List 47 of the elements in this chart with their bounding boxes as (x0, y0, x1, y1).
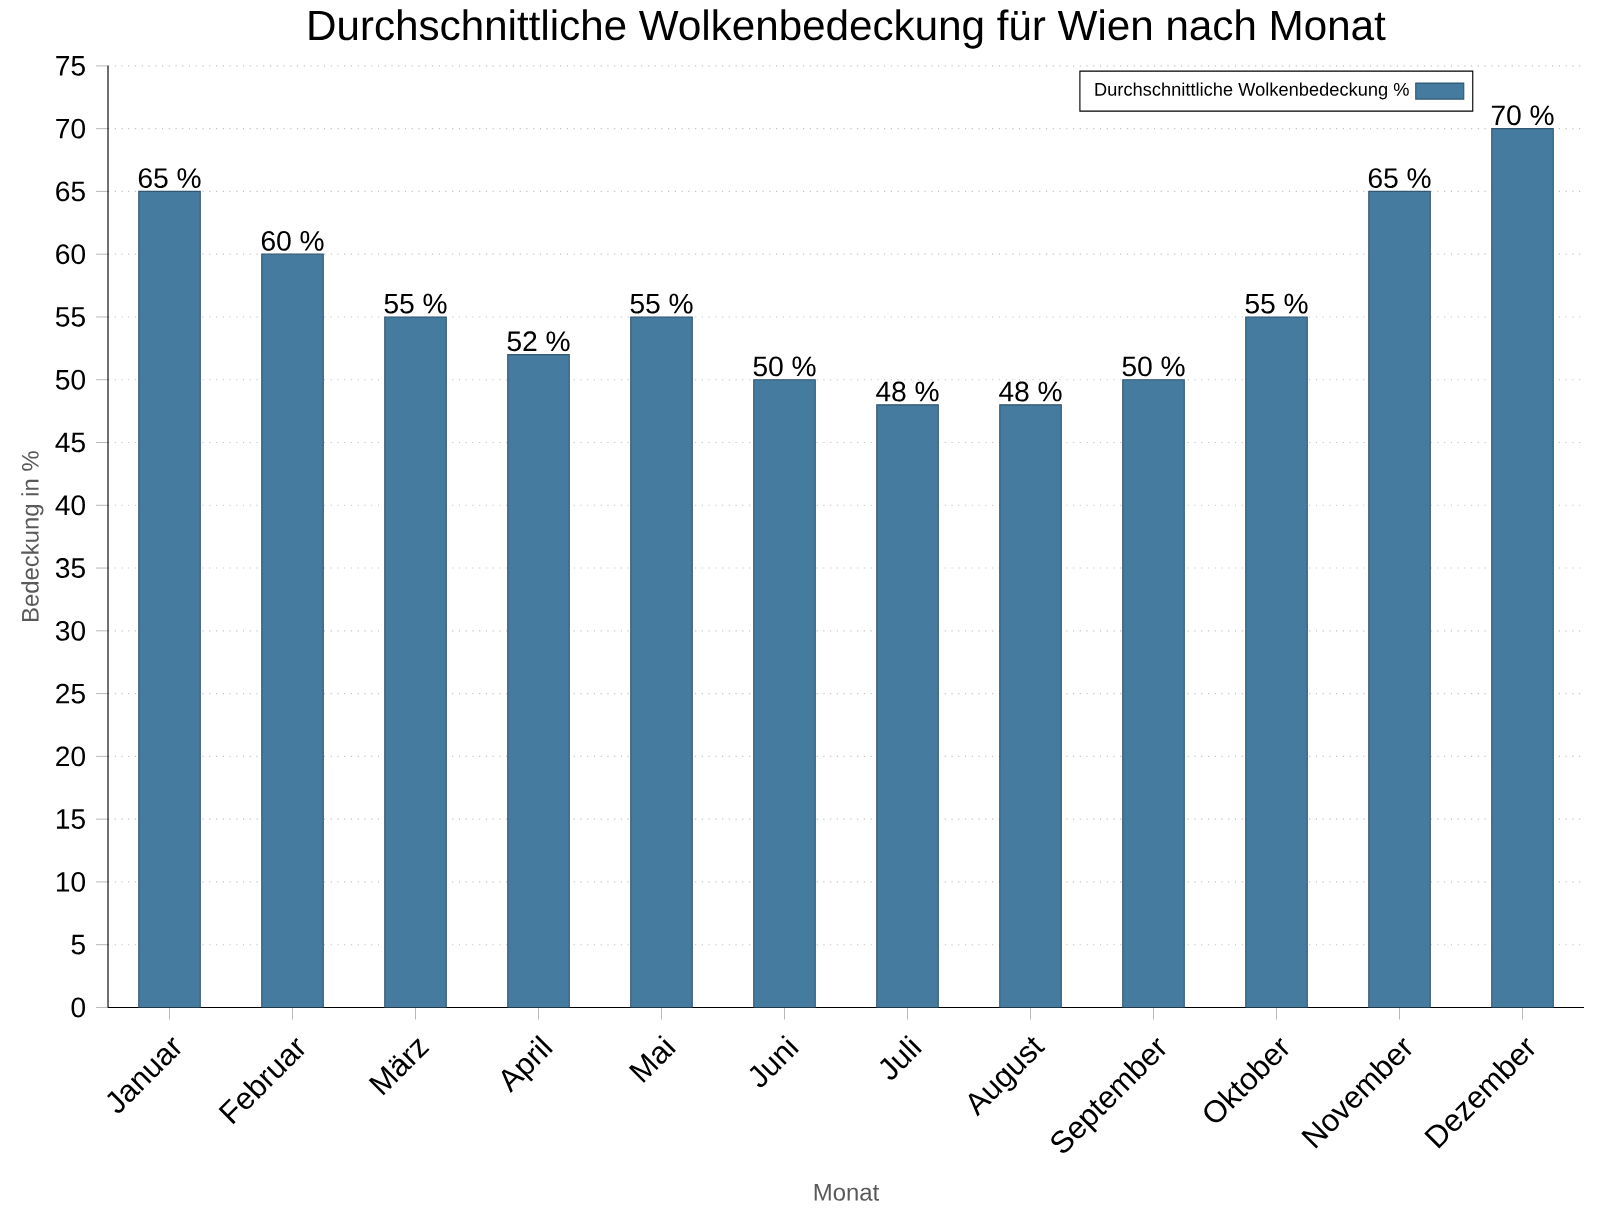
y-tick-label: 10 (56, 871, 85, 892)
y-axis-title: Bedeckung in % (21, 451, 44, 622)
y-tick-label: 30 (55, 620, 85, 641)
y-tick-label: 60 (56, 244, 85, 265)
data-label: 65 % (1368, 168, 1431, 188)
data-label: 50 % (753, 356, 816, 377)
data-label: 55 % (384, 293, 447, 314)
y-tick-label: 70 (56, 118, 85, 139)
y-tick-label: 45 (55, 432, 85, 453)
y-tick-label: 55 (55, 307, 85, 327)
data-label: 55 % (630, 293, 693, 314)
y-tick-label: 5 (71, 934, 85, 955)
x-tick-label: Mai (628, 1034, 676, 1083)
data-label: 48 % (999, 381, 1062, 402)
x-tick-label: Juni (749, 1034, 799, 1087)
y-tick-label: 75 (56, 56, 85, 76)
y-tick-label: 65 (56, 181, 85, 202)
bar (999, 404, 1062, 1008)
bar (1245, 316, 1308, 1008)
bar (138, 190, 201, 1008)
bar (507, 354, 570, 1008)
data-label: 50 % (1122, 356, 1185, 377)
chart-title: Durchschnittliche Wolkenbedeckung für Wien nach Monat (309, 9, 1386, 49)
y-tick-label: 40 (55, 495, 85, 516)
y-tick-label: 25 (56, 683, 85, 704)
data-label: 52 % (507, 331, 570, 352)
bar (630, 316, 693, 1008)
y-tick-label: 35 (55, 558, 85, 578)
x-axis-title: Monat (814, 1184, 880, 1201)
bar (876, 404, 939, 1008)
y-tick-label: 15 (56, 809, 85, 829)
data-label: 65 % (138, 168, 201, 188)
y-tick-label: 0 (71, 997, 85, 1018)
legend-label: Durchschnittliche Wolkenbedeckung % (1095, 82, 1409, 100)
data-label: 55 % (1245, 293, 1308, 314)
data-label: 48 % (876, 381, 939, 402)
data-label: 60 % (261, 230, 324, 251)
bar (753, 379, 816, 1008)
bar (261, 253, 324, 1008)
bar (1491, 128, 1554, 1008)
bar (384, 316, 447, 1008)
bar (1368, 190, 1431, 1008)
data-label: 70 % (1491, 105, 1554, 126)
y-tick-label: 50 (55, 369, 85, 390)
y-tick-label: 20 (56, 746, 85, 767)
bar (1122, 379, 1185, 1008)
x-tick-label: Juli (879, 1034, 922, 1080)
